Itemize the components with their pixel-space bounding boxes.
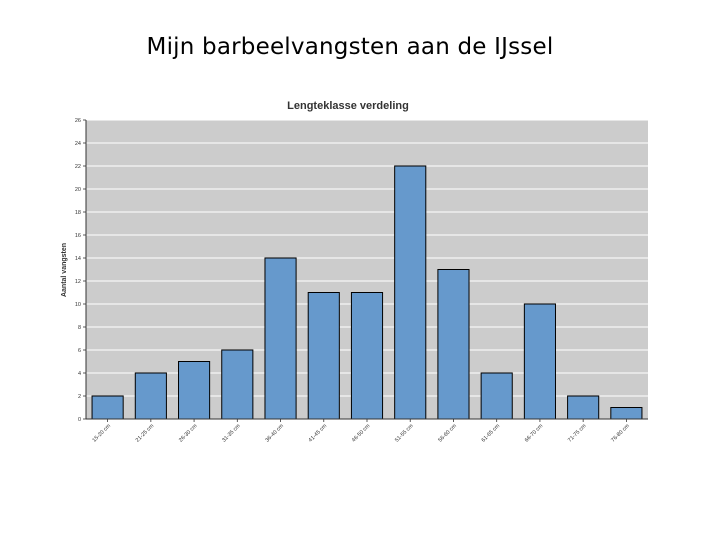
x-tick-label: 41-45 cm <box>308 423 329 444</box>
slide-title: Mijn barbeelvangsten aan de IJssel <box>146 34 554 60</box>
y-tick-label: 10 <box>75 302 81 308</box>
y-tick-label: 22 <box>75 164 81 170</box>
y-tick-label: 6 <box>78 348 81 354</box>
y-tick-label: 14 <box>75 256 81 262</box>
x-tick-label: 66-70 cm <box>524 423 545 444</box>
bar-10 <box>523 303 556 420</box>
x-tick-label: 31-35 cm <box>221 423 242 444</box>
x-tick-label: 71-75 cm <box>567 423 588 444</box>
x-tick-label: 51-55 cm <box>394 423 415 444</box>
y-tick-label: 20 <box>75 187 81 193</box>
bar-2 <box>178 361 211 420</box>
bar-9 <box>480 372 513 420</box>
y-tick-label: 12 <box>75 279 81 285</box>
bar-8 <box>437 269 470 420</box>
bar-12 <box>610 407 643 420</box>
bar-6 <box>350 292 384 420</box>
bar-5 <box>307 292 340 420</box>
bar-11 <box>567 395 600 420</box>
y-tick-label: 18 <box>75 210 81 216</box>
x-tick-label: 21-25 cm <box>135 423 156 444</box>
bar-3 <box>221 349 254 420</box>
bar-4 <box>264 257 297 420</box>
bar-0 <box>91 395 124 420</box>
y-tick-label: 2 <box>78 394 81 400</box>
x-tick-label: 76-80 cm <box>610 423 631 444</box>
y-tick-label: 4 <box>78 371 81 377</box>
y-tick-label: 24 <box>75 141 81 147</box>
x-tick-label: 15-20 cm <box>92 423 113 444</box>
y-axis-label: Aantal vangsten <box>61 243 68 297</box>
y-tick-label: 26 <box>75 118 81 124</box>
bar-7 <box>394 165 427 420</box>
x-tick-label: 36-40 cm <box>264 423 285 444</box>
chart-title: Lengteklasse verdeling <box>287 100 409 112</box>
y-tick-label: 0 <box>78 417 81 423</box>
x-tick-label: 56-60 cm <box>437 423 458 444</box>
y-tick-label: 8 <box>78 325 81 331</box>
bar-1 <box>134 372 167 420</box>
x-tick-label: 61-65 cm <box>481 423 502 444</box>
x-tick-label: 46-50 cm <box>351 423 372 444</box>
y-tick-label: 16 <box>75 233 81 239</box>
grid-lines <box>86 119 648 420</box>
x-axis: 15-20 cm 21-25 cm 26-30 cm 31-35 cm 36-40 cm… <box>86 418 648 444</box>
x-tick-label: 26-30 cm <box>178 423 199 444</box>
